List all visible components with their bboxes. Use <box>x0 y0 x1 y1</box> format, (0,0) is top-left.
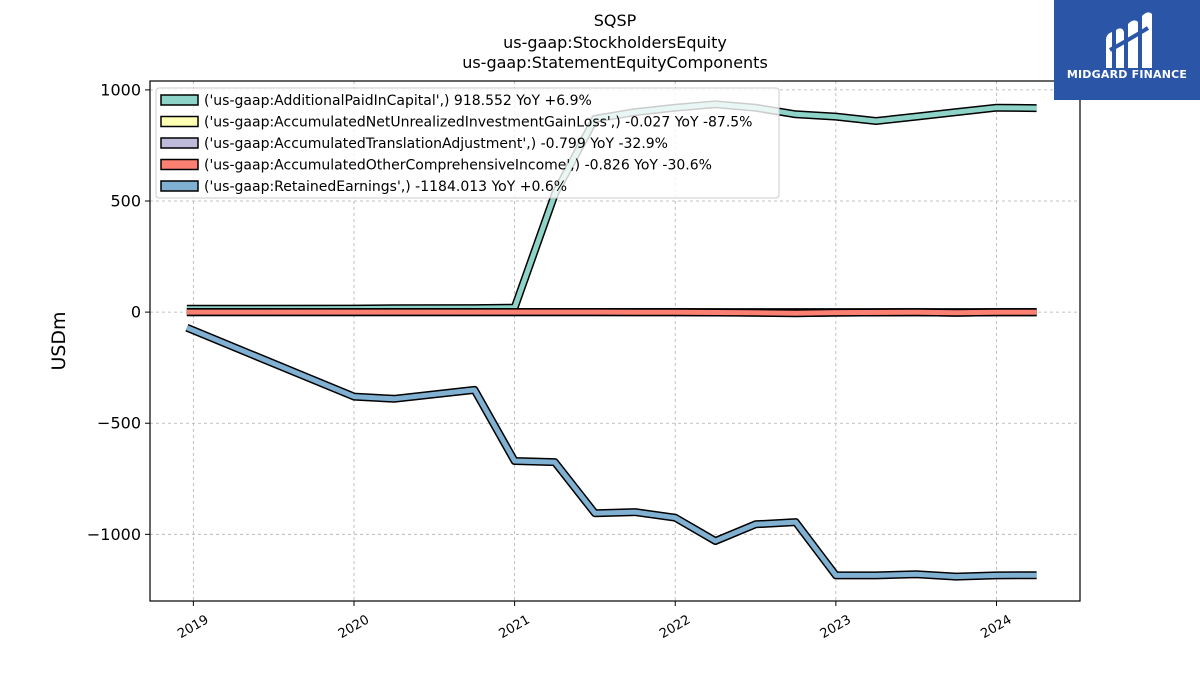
legend-swatch <box>160 137 199 149</box>
series-line <box>186 309 1037 316</box>
plot-frame <box>149 80 1081 602</box>
title-line-1: SQSP <box>594 11 637 30</box>
x-tick-label: 2023 <box>818 612 854 642</box>
x-tick-label: 2022 <box>657 612 693 642</box>
series-3 <box>186 308 1037 318</box>
legend-label: ('us-gaap:AdditionalPaidInCapital',) 918… <box>204 93 592 109</box>
y-tick-label: −500 <box>97 414 141 433</box>
legend-swatch <box>160 94 199 106</box>
legend-box <box>155 87 780 199</box>
legend-swatch <box>160 158 199 171</box>
y-tick-label: 1000 <box>100 80 141 99</box>
logo-text: MIDGARD FINANCE <box>1066 68 1188 81</box>
legend-label: ('us-gaap:RetainedEarnings',) -1184.013 … <box>204 179 567 195</box>
title-line-2: us-gaap:StockholdersEquity <box>503 33 727 52</box>
legend-swatch <box>160 115 199 128</box>
legend-item: ('us-gaap:AdditionalPaidInCapital',) 918… <box>160 93 592 109</box>
x-tick-label: 2019 <box>175 612 211 642</box>
legend-item: ('us-gaap:AccumulatedNetUnrealizedInvest… <box>160 115 752 131</box>
x-tick-label: 2024 <box>978 612 1014 642</box>
y-tick-label: 0 <box>131 303 141 322</box>
y-tick-label: 500 <box>110 192 141 211</box>
x-tick-label: 2021 <box>496 612 532 642</box>
y-tick-label: −1000 <box>87 525 141 544</box>
y-axis: 1000 500 0 −500 −1000 <box>87 80 150 544</box>
title-line-3: us-gaap:StatementEquityComponents <box>462 53 768 72</box>
legend-item: ('us-gaap:RetainedEarnings',) -1184.013 … <box>160 179 567 195</box>
legend-item: ('us-gaap:AccumulatedTranslationAdjustme… <box>160 136 668 152</box>
legend-label: ('us-gaap:AccumulatedOtherComprehensiveI… <box>204 158 712 174</box>
series-line-outline <box>185 324 1037 581</box>
series-line <box>185 325 1037 580</box>
logo-mark-icon <box>1106 12 1152 68</box>
legend-label: ('us-gaap:AccumulatedNetUnrealizedInvest… <box>204 115 752 131</box>
legend-swatch <box>160 180 199 192</box>
x-tick-label: 2020 <box>336 612 372 642</box>
x-axis: 2019 2020 2021 2022 2023 2024 <box>175 601 1014 642</box>
brand-logo: MIDGARD FINANCE <box>1054 0 1200 100</box>
legend-label: ('us-gaap:AccumulatedTranslationAdjustme… <box>204 136 668 152</box>
series-4 <box>185 324 1037 581</box>
y-axis-label: USDm <box>48 311 70 370</box>
legend: ('us-gaap:AdditionalPaidInCapital',) 918… <box>155 87 780 199</box>
chart-title: SQSP us-gaap:StockholdersEquity us-gaap:… <box>462 11 768 72</box>
legend-item: ('us-gaap:AccumulatedOtherComprehensiveI… <box>160 158 712 174</box>
series-layer <box>185 100 1037 581</box>
